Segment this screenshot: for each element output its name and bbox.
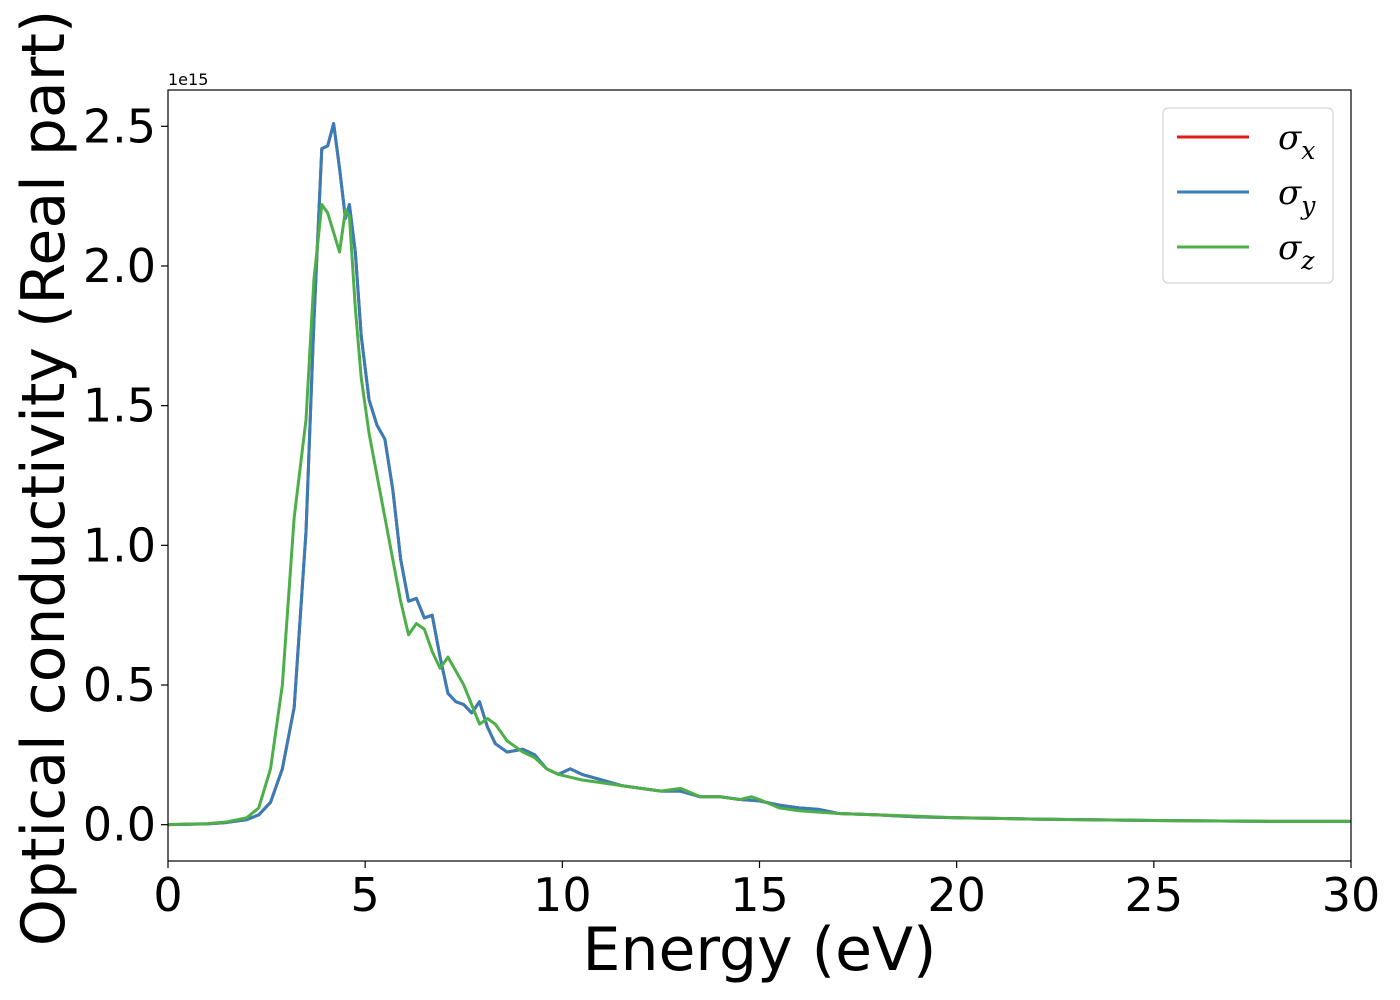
y-tick-label: 1.5 (83, 379, 156, 433)
legend-subscript: z (1300, 246, 1315, 275)
legend-frame (1162, 107, 1334, 284)
y-tick-label: 2.5 (83, 99, 156, 153)
x-tick-label: 25 (1125, 868, 1184, 922)
series-layer (168, 122, 1351, 827)
legend-symbol: σ (1278, 228, 1302, 268)
legend-label-z: σz (1278, 228, 1315, 275)
legend-symbol: σ (1278, 173, 1302, 213)
y-axis-title: Optical conductivity (Real part) (9, 10, 79, 947)
series-line-z (168, 203, 1351, 827)
y-tick-label: 0.5 (83, 658, 156, 712)
x-tick-label: 5 (351, 868, 380, 922)
legend-symbol: σ (1278, 118, 1302, 158)
x-axis: 0 5 10 15 20 25 30 (153, 861, 1380, 922)
x-tick-label: 10 (533, 868, 592, 922)
series-line-y (168, 122, 1351, 827)
x-tick-label: 30 (1322, 868, 1381, 922)
y-tick-label: 2.0 (83, 239, 156, 293)
legend-subscript: x (1301, 136, 1315, 165)
x-tick-label: 15 (730, 868, 789, 922)
x-tick-label: 20 (927, 868, 986, 922)
y-tick-label: 1.0 (83, 518, 156, 572)
plot-area (168, 90, 1351, 861)
y-offset-label: 1e15 (168, 70, 208, 89)
legend-label-x: σx (1278, 118, 1315, 165)
legend-label-y: σy (1278, 173, 1316, 220)
y-axis: 0.0 0.5 1.0 1.5 2.0 2.5 (83, 99, 168, 852)
legend-subscript: y (1300, 191, 1316, 220)
y-tick-label: 0.0 (83, 798, 156, 852)
x-axis-title: Energy (eV) (583, 915, 937, 985)
x-tick-label: 0 (153, 868, 182, 922)
